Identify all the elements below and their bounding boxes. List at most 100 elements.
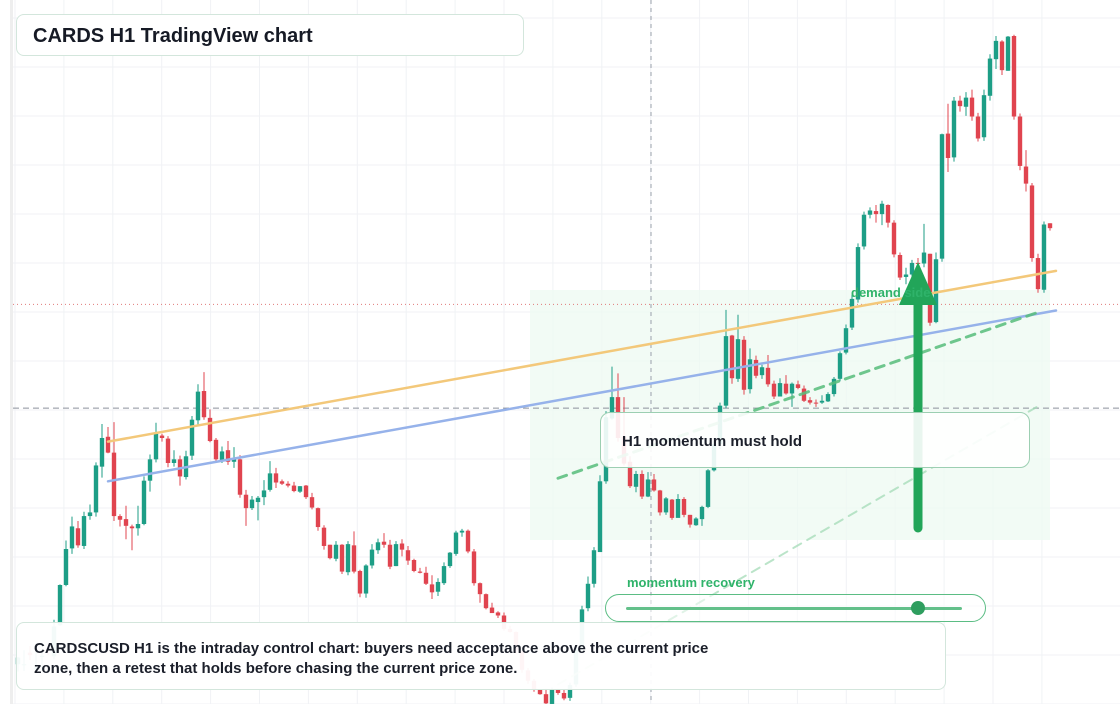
candle-body: [879, 203, 885, 215]
candle-body: [933, 259, 939, 323]
candle-body: [999, 41, 1005, 71]
candle-body: [255, 497, 261, 503]
candle-body: [699, 506, 705, 520]
candle-body: [897, 254, 903, 278]
candle-body: [819, 400, 825, 403]
candle-body: [903, 274, 909, 277]
candle-body: [99, 437, 105, 467]
candle-body: [771, 383, 777, 397]
candle-body: [357, 570, 363, 594]
candle-body: [237, 459, 243, 495]
candle-body: [363, 565, 369, 594]
candle-body: [729, 335, 735, 379]
candle-body: [399, 543, 405, 550]
candle-body: [279, 481, 285, 484]
candle-body: [681, 498, 687, 515]
candle-body: [309, 497, 315, 508]
candle-body: [585, 583, 591, 609]
candle-body: [807, 400, 813, 403]
candle-body: [753, 359, 759, 376]
momentum-slider-knob[interactable]: [911, 601, 926, 615]
candle-body: [231, 458, 237, 462]
candle-body: [783, 383, 789, 394]
candle-body: [543, 694, 549, 704]
candle-body: [105, 436, 111, 453]
candle-body: [627, 461, 633, 487]
candle-body: [339, 544, 345, 572]
candle-body: [351, 545, 357, 572]
candle-body: [825, 394, 831, 402]
candle-body: [327, 544, 333, 559]
candle-body: [207, 417, 213, 442]
candle-body: [969, 97, 975, 117]
candle-body: [471, 551, 477, 584]
candle-body: [135, 524, 141, 529]
candle-body: [483, 594, 489, 609]
summary-card: CARDSCUSD H1 is the intraday control cha…: [16, 622, 946, 690]
candle-body: [429, 584, 435, 593]
candle-body: [405, 550, 411, 561]
candle-body: [567, 685, 573, 698]
chart-title-card: CARDS H1 TradingView chart: [16, 14, 524, 56]
trendline-blue: [106, 309, 1058, 483]
candle-body: [945, 133, 951, 158]
candle-body: [735, 339, 741, 379]
candle-body: [993, 40, 999, 60]
candle-body: [273, 473, 279, 483]
candle-body: [705, 470, 711, 507]
trendline-green-dashed-faint: [557, 405, 1039, 686]
candle-body: [417, 571, 423, 573]
candle-body: [861, 214, 867, 247]
candle-body: [423, 572, 429, 584]
candle-body: [1029, 185, 1035, 259]
candle-body: [645, 479, 651, 497]
candle-body: [963, 97, 969, 107]
candle-body: [69, 526, 75, 549]
candle-body: [909, 262, 915, 275]
candle-body: [639, 473, 645, 497]
candle-body: [663, 498, 669, 513]
candle-body: [75, 528, 81, 546]
candle-body: [1005, 36, 1011, 71]
candle-body: [975, 116, 981, 139]
candle-body: [687, 514, 693, 525]
candle-body: [759, 367, 765, 376]
candle-body: [411, 559, 417, 571]
momentum-slider[interactable]: [605, 594, 986, 622]
candle-body: [831, 378, 837, 395]
candle-body: [1017, 116, 1023, 166]
summary-text: CARDSCUSD H1 is the intraday control cha…: [34, 640, 709, 677]
momentum-recovery-label: momentum recovery: [627, 575, 755, 590]
candle-body: [951, 100, 957, 158]
candle-body: [927, 253, 933, 323]
candle-body: [867, 210, 873, 215]
candle-body: [981, 95, 987, 138]
candle-body: [843, 328, 849, 353]
candle-body: [315, 508, 321, 528]
candle-body: [345, 544, 351, 573]
candle-body: [153, 433, 159, 460]
candle-body: [159, 435, 165, 438]
candle-body: [465, 530, 471, 552]
candle-body: [297, 486, 303, 492]
candle-body: [369, 549, 375, 566]
candle-body: [555, 689, 561, 693]
candle-body: [63, 549, 69, 585]
candle-body: [537, 689, 543, 695]
candle-body: [651, 479, 657, 491]
candle-body: [561, 692, 567, 699]
candle-body: [147, 459, 153, 481]
candle-body: [1023, 166, 1029, 184]
candle-body: [657, 490, 663, 513]
candle-body: [609, 397, 615, 419]
candle-body: [333, 544, 339, 559]
candle-body: [291, 485, 297, 492]
candle-body: [393, 544, 399, 567]
candle-body: [849, 298, 855, 328]
candle-body: [111, 452, 117, 517]
candle-body: [261, 490, 267, 498]
candle-body: [219, 451, 225, 460]
candle-body: [789, 383, 795, 394]
candle-body: [87, 512, 93, 517]
candle-body: [633, 473, 639, 487]
